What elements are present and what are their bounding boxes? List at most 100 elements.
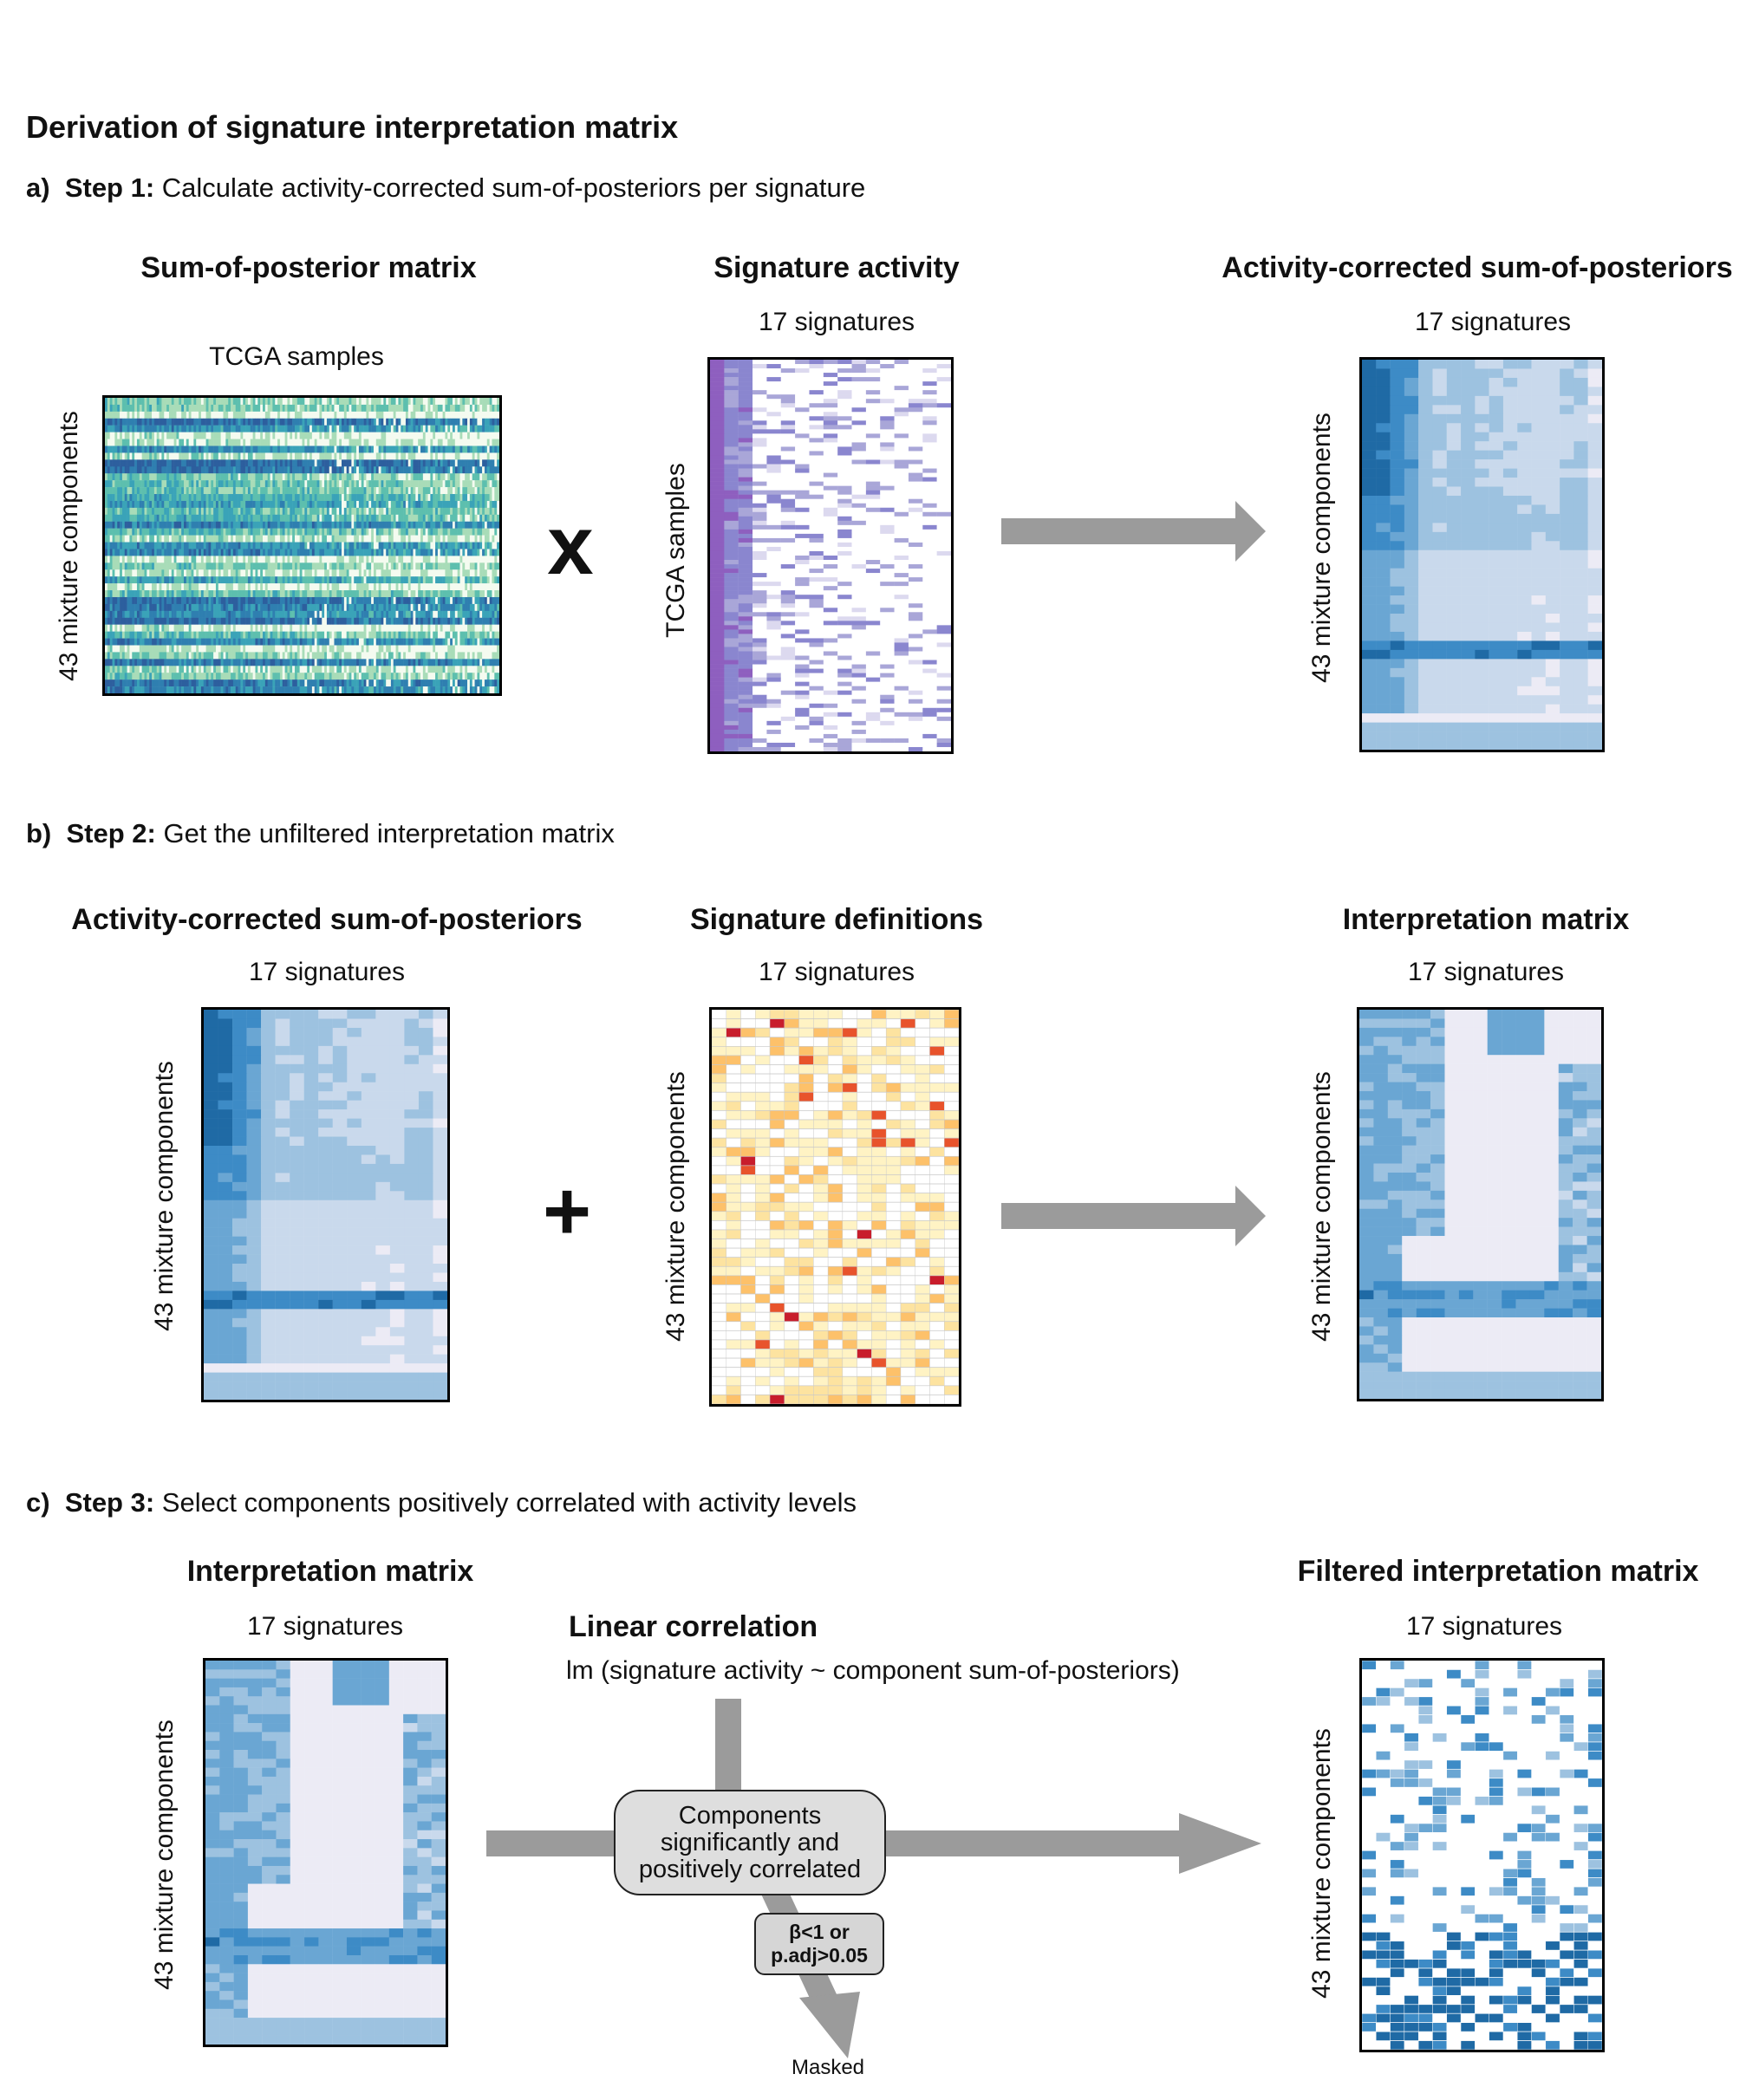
heatmap-cell	[282, 542, 285, 549]
heatmap-cell	[218, 590, 221, 598]
heatmap-cell	[356, 418, 360, 426]
heatmap-cell	[311, 398, 315, 406]
heatmap-cell	[203, 418, 206, 426]
heatmap-cell	[117, 445, 121, 453]
heatmap-cell	[311, 473, 315, 481]
heatmap-cell	[472, 459, 475, 467]
heatmap-cell	[139, 521, 142, 529]
heatmap-cell	[322, 562, 325, 570]
heatmap-cell	[191, 569, 194, 577]
heatmap-cell	[381, 549, 384, 556]
heatmap-cell	[166, 480, 170, 488]
heatmap-cell	[319, 576, 322, 584]
heatmap-cell	[346, 494, 349, 502]
heatmap-cell	[307, 514, 310, 522]
heatmap-cell	[188, 466, 192, 474]
heatmap-cell	[363, 432, 367, 439]
heatmap-cell	[309, 473, 313, 481]
heatmap-cell	[415, 542, 419, 549]
heatmap-cell	[105, 459, 108, 467]
heatmap-cell	[405, 500, 409, 509]
heatmap-cell	[127, 445, 130, 453]
heatmap-cell	[250, 556, 253, 563]
heatmap-cell	[200, 398, 205, 406]
heatmap-cell	[477, 562, 480, 570]
heatmap-cell	[401, 583, 404, 591]
heatmap-cell	[304, 562, 308, 570]
heatmap-cell	[452, 596, 456, 605]
heatmap-cell	[336, 521, 340, 529]
heatmap-cell	[407, 439, 411, 446]
heatmap-cell	[263, 398, 266, 406]
heatmap-cell	[410, 452, 414, 460]
heatmap-cell	[398, 569, 401, 577]
heatmap-cell	[452, 549, 456, 556]
heatmap-cell	[225, 432, 229, 439]
heatmap-cell	[472, 576, 475, 584]
heatmap-cell	[311, 590, 315, 598]
heatmap-cell	[307, 398, 310, 406]
heatmap-cell	[410, 425, 414, 432]
heatmap-cell	[263, 487, 266, 495]
heatmap-cell	[238, 439, 241, 446]
heatmap-cell	[454, 398, 458, 406]
heatmap-cell	[139, 418, 142, 426]
heatmap-cell	[120, 411, 123, 419]
heatmap-cell	[334, 425, 337, 432]
heatmap-cell	[472, 398, 475, 406]
heatmap-cell	[188, 494, 192, 502]
heatmap-cell	[215, 425, 219, 432]
heatmap-cell	[279, 556, 283, 563]
heatmap-cell	[378, 439, 381, 446]
heatmap-cell	[199, 535, 202, 543]
heatmap-cell	[199, 487, 202, 495]
heatmap-cell	[427, 535, 431, 543]
heatmap-cell	[401, 411, 404, 419]
heatmap-cell	[366, 487, 369, 495]
heatmap-cell	[279, 562, 283, 570]
heatmap-cell	[156, 535, 160, 543]
heatmap-cell	[238, 411, 241, 419]
heatmap-cell	[302, 494, 305, 502]
heatmap-cell	[469, 535, 472, 543]
heatmap-cell	[405, 439, 409, 446]
heatmap-cell	[368, 542, 372, 549]
heatmap-cell	[231, 500, 234, 509]
heatmap-cell	[395, 452, 399, 460]
heatmap-cell	[153, 480, 157, 488]
heatmap-cell	[121, 425, 126, 432]
heatmap-cell	[215, 473, 219, 481]
heatmap-cell	[381, 466, 384, 474]
heatmap-cell	[388, 603, 392, 612]
heatmap-cell	[299, 432, 303, 439]
heatmap-cell	[450, 556, 453, 563]
heatmap-cell	[363, 411, 367, 419]
heatmap-cell	[358, 439, 362, 446]
heatmap-cell	[435, 583, 439, 591]
heatmap-cell	[477, 487, 480, 495]
heatmap-cell	[153, 494, 157, 502]
heatmap-cell	[134, 466, 138, 474]
heatmap-cell	[435, 425, 439, 432]
heatmap-cell	[282, 576, 285, 584]
heatmap-cell	[127, 459, 130, 467]
heatmap-cell	[156, 556, 160, 563]
heatmap-cell	[447, 473, 451, 481]
heatmap-cell	[378, 445, 381, 453]
heatmap-cell	[440, 466, 443, 474]
heatmap-cell	[199, 452, 202, 460]
heatmap-cell	[136, 576, 140, 584]
heatmap-cell	[139, 452, 142, 460]
heatmap-cell	[264, 507, 268, 516]
heatmap-cell	[368, 528, 372, 536]
heatmap-cell	[181, 411, 185, 419]
heatmap-cell	[243, 439, 246, 446]
heatmap-cell	[173, 514, 177, 522]
heatmap-cell	[371, 596, 375, 605]
heatmap-cell	[277, 439, 281, 446]
heatmap-cell	[277, 590, 281, 598]
heatmap-cell	[173, 445, 177, 453]
heatmap-cell	[331, 473, 335, 481]
heatmap-cell	[264, 542, 268, 549]
heatmap-cell	[440, 590, 443, 598]
